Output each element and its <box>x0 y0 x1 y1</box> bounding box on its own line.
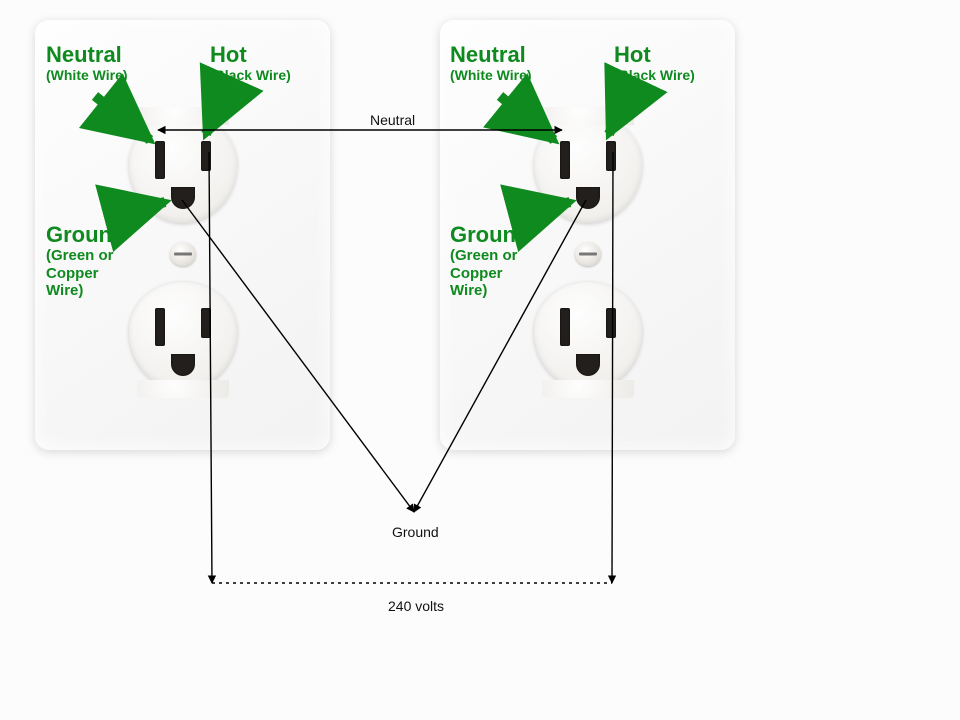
screw-icon <box>575 242 601 266</box>
neutral-slot-icon <box>560 141 570 179</box>
ground-hole-icon <box>576 354 600 376</box>
screw-icon <box>170 242 196 266</box>
neutral-slot-icon <box>155 141 165 179</box>
hot-slot-icon <box>606 141 616 171</box>
receptacle-left-bottom <box>129 282 237 390</box>
neutral-slot-icon <box>155 308 165 346</box>
connector-label-neutral: Neutral <box>370 112 415 128</box>
connector-label-ground: Ground <box>392 524 439 540</box>
ground-hole-icon <box>171 354 195 376</box>
receptacle-left-top <box>129 115 237 223</box>
neutral-slot-icon <box>560 308 570 346</box>
hot-slot-icon <box>201 141 211 171</box>
ground-hole-icon <box>576 187 600 209</box>
connector-label-volts: 240 volts <box>388 598 444 614</box>
hot-slot-icon <box>606 308 616 338</box>
hot-slot-icon <box>201 308 211 338</box>
ground-hole-icon <box>171 187 195 209</box>
outlet-left <box>35 20 330 450</box>
receptacle-right-top <box>534 115 642 223</box>
outlet-right <box>440 20 735 450</box>
receptacle-right-bottom <box>534 282 642 390</box>
